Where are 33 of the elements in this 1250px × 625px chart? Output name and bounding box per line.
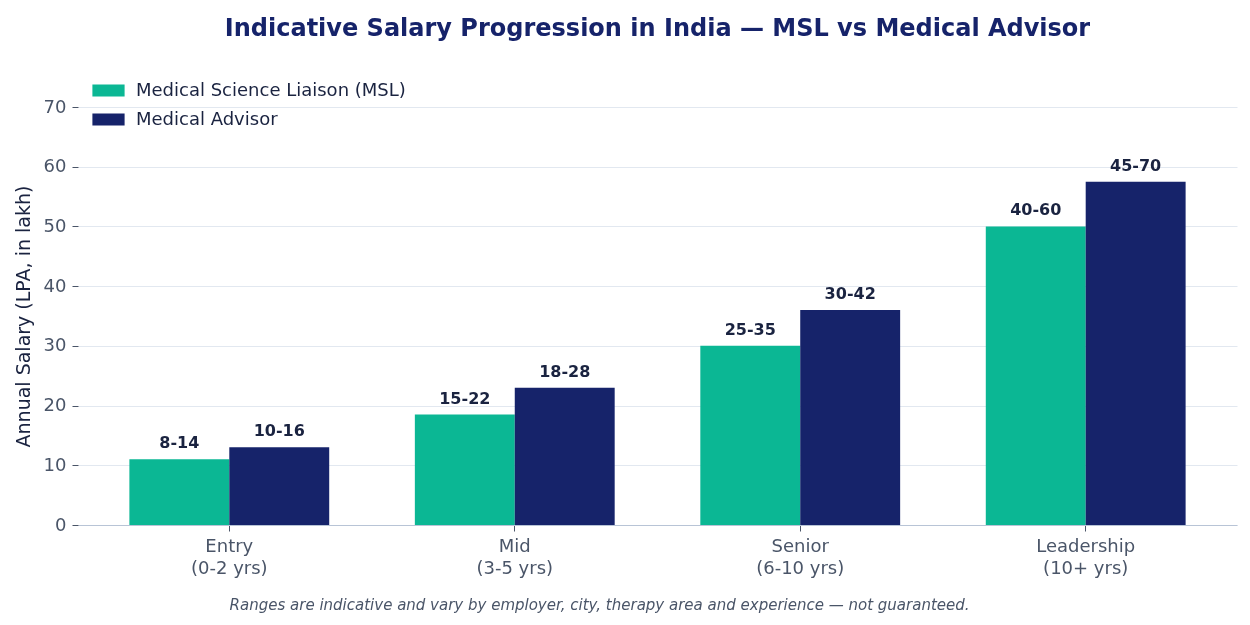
bar [514, 387, 615, 525]
y-tick-label: 10 [43, 453, 67, 475]
bar [414, 414, 515, 525]
y-axis-title: Annual Salary (LPA, in lakh) [11, 185, 34, 448]
data-label: 30-42 [824, 284, 876, 304]
chart-title: Indicative Salary Progression in India — MSL vs Medical Advisor [224, 14, 1091, 42]
legend-label: Medical Science Liaison (MSL) [136, 78, 406, 100]
data-label: 10-16 [253, 421, 305, 441]
x-tick-label: Senior (6-10 yrs) [756, 534, 845, 578]
text: Ranges are indicative and vary by employer, city, therapy area and experience — not guaranteed. [229, 596, 970, 614]
x-tick-label: Leadership (10+ yrs) [1036, 534, 1136, 578]
data-label: 45-70 [1110, 155, 1162, 175]
bar [800, 310, 901, 525]
bar [129, 459, 230, 525]
y-tick-label: 30 [43, 334, 67, 356]
data-label: 40-60 [1010, 200, 1062, 220]
bar [1085, 181, 1186, 525]
x-tick-label: Mid (3-5 yrs) [476, 534, 554, 578]
bar [700, 345, 801, 525]
y-tick-label: 50 [43, 214, 67, 236]
y-tick-label: 60 [43, 155, 67, 177]
data-label: 15-22 [439, 388, 491, 408]
bar [229, 447, 330, 525]
y-tick-label: 40 [43, 274, 67, 296]
bar [985, 226, 1086, 525]
y-tick-label: 70 [43, 95, 67, 117]
data-label: 18-28 [539, 361, 591, 381]
y-tick-label: 20 [43, 394, 67, 416]
data-label: 25-35 [724, 319, 776, 339]
data-label: 8-14 [159, 433, 200, 453]
legend-label: Medical Advisor [136, 107, 279, 129]
y-tick-label: 0 [55, 513, 67, 535]
x-tick-label: Entry (0-2 yrs) [190, 534, 268, 578]
